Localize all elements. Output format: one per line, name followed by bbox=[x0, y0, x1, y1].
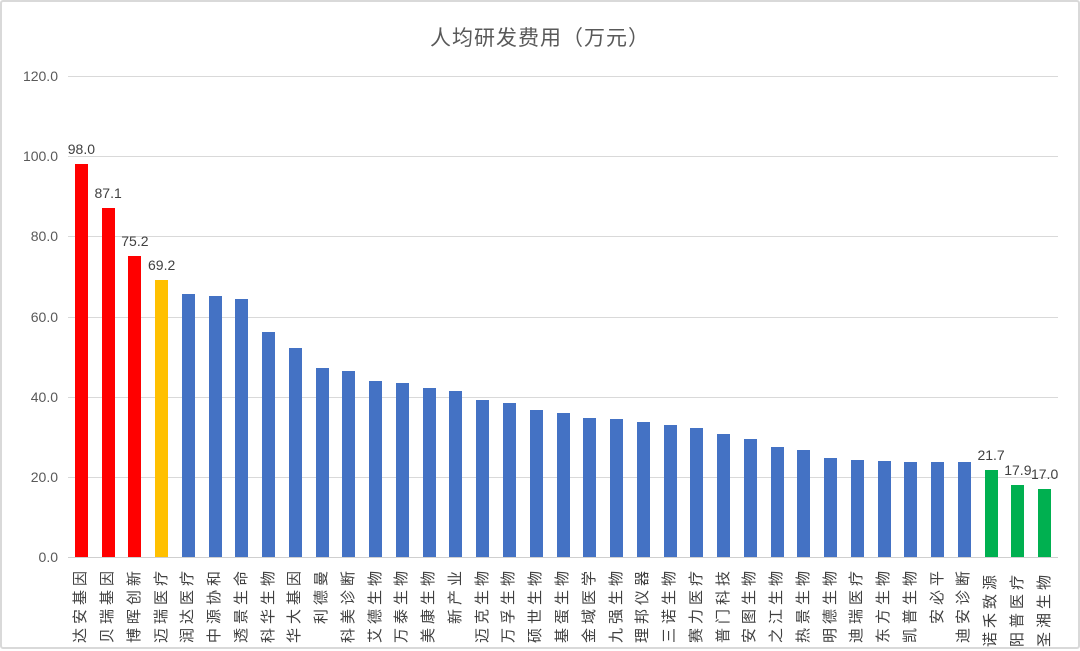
bar bbox=[395, 382, 409, 557]
gridline bbox=[68, 76, 1058, 77]
x-axis-line bbox=[68, 557, 1058, 558]
bar bbox=[717, 434, 731, 557]
bar bbox=[877, 461, 891, 557]
bar bbox=[583, 418, 597, 557]
bar bbox=[636, 422, 650, 557]
bar bbox=[74, 164, 88, 557]
x-axis-category-label: 透景生命 bbox=[232, 567, 250, 644]
gridline bbox=[68, 396, 1058, 398]
x-axis-category-label: 安必平 bbox=[928, 567, 946, 625]
x-axis-category-label: 迈克生物 bbox=[473, 567, 491, 644]
bar bbox=[476, 399, 490, 557]
x-axis-category-label: 迪瑞医疗 bbox=[848, 567, 866, 644]
x-axis-category-label: 新产业 bbox=[446, 567, 464, 625]
x-axis-category-label: 普门科技 bbox=[714, 567, 732, 644]
bar bbox=[208, 296, 222, 557]
bar bbox=[743, 439, 757, 557]
x-axis-category-label: 博晖创新 bbox=[125, 567, 143, 644]
y-axis-tick-label: 40.0 bbox=[30, 388, 58, 405]
bar bbox=[128, 255, 142, 557]
bar-value-label: 69.2 bbox=[148, 256, 176, 273]
chart-title: 人均研发费用（万元） bbox=[430, 27, 650, 50]
x-axis-category-label: 艾德生物 bbox=[366, 567, 384, 644]
bar bbox=[850, 460, 864, 557]
x-axis-category-label: 圣湘生物 bbox=[1035, 571, 1053, 648]
x-axis-category-label: 三诺生物 bbox=[661, 567, 679, 644]
bar-value-label: 17.9 bbox=[1004, 462, 1032, 479]
bar bbox=[824, 457, 838, 557]
x-axis-category-label: 安图生物 bbox=[741, 567, 759, 644]
bar bbox=[931, 462, 945, 557]
x-axis-category-label: 赛力医疗 bbox=[687, 567, 705, 644]
bar bbox=[690, 427, 704, 557]
bar-value-label: 17.0 bbox=[1030, 465, 1059, 482]
bar bbox=[610, 419, 623, 557]
x-axis-category-label: 贝瑞基因 bbox=[99, 567, 117, 644]
x-axis-category-label: 诺禾致源 bbox=[982, 571, 1000, 648]
gridline bbox=[68, 316, 1058, 318]
y-axis-tick-label: 80.0 bbox=[30, 228, 58, 245]
x-axis-category-label: 凯普生物 bbox=[901, 567, 919, 644]
bar bbox=[904, 461, 918, 557]
bar bbox=[797, 450, 811, 557]
bar-value-label: 98.0 bbox=[67, 141, 95, 158]
bar bbox=[1011, 485, 1025, 557]
x-axis-category-label: 科华生物 bbox=[259, 567, 277, 644]
x-axis-category-label: 迪安诊断 bbox=[955, 567, 973, 644]
bar bbox=[957, 462, 971, 557]
bar-value-label: 75.2 bbox=[121, 232, 149, 249]
bar bbox=[262, 331, 276, 557]
bar bbox=[984, 470, 998, 557]
y-axis-tick-label: 20.0 bbox=[30, 468, 58, 485]
bar bbox=[502, 403, 516, 557]
x-axis-category-label: 万孚生物 bbox=[500, 567, 518, 644]
x-axis-category-label: 中源协和 bbox=[206, 567, 224, 644]
bar bbox=[101, 207, 115, 557]
bar bbox=[288, 348, 302, 557]
x-axis-category-label: 利德曼 bbox=[313, 567, 331, 625]
y-axis-tick-label: 100.0 bbox=[22, 148, 58, 165]
x-axis-category-label: 科美诊断 bbox=[339, 567, 357, 644]
x-axis-category-label: 润达医疗 bbox=[179, 567, 197, 644]
bar-value-label: 87.1 bbox=[94, 184, 122, 201]
bar bbox=[315, 368, 329, 557]
bar bbox=[529, 410, 543, 557]
bar bbox=[770, 447, 784, 557]
x-axis-category-label: 硕世生物 bbox=[527, 567, 545, 644]
x-axis-category-label: 华大基因 bbox=[286, 567, 304, 644]
x-axis-category-label: 九强生物 bbox=[607, 567, 625, 644]
y-axis-tick-label: 120.0 bbox=[22, 68, 58, 84]
x-axis-category-label: 万泰生物 bbox=[393, 567, 411, 644]
x-axis-category-label: 迈瑞医疗 bbox=[152, 567, 170, 644]
gridline bbox=[68, 236, 1058, 238]
x-axis-category-label: 明德生物 bbox=[821, 567, 839, 644]
x-axis-category-label: 美康生物 bbox=[420, 567, 438, 644]
bar bbox=[369, 380, 383, 557]
x-axis-category-label: 东方生物 bbox=[875, 567, 893, 644]
x-axis-category-label: 金域医学 bbox=[580, 567, 598, 644]
x-axis-category-label: 热景生物 bbox=[794, 567, 812, 644]
bar bbox=[556, 413, 570, 557]
bar bbox=[422, 387, 436, 557]
x-axis-category-label: 达安基因 bbox=[72, 567, 90, 644]
bar bbox=[663, 425, 677, 557]
x-axis-category-label: 阳普医疗 bbox=[1008, 571, 1026, 648]
x-axis-category-label: 理邦仪器 bbox=[634, 567, 652, 644]
x-axis-category-label: 之江生物 bbox=[768, 567, 786, 644]
y-axis-tick-label: 0.0 bbox=[38, 549, 58, 565]
bar bbox=[155, 279, 169, 557]
y-axis-tick-label: 60.0 bbox=[30, 308, 58, 325]
bar bbox=[235, 298, 249, 557]
bar bbox=[449, 390, 463, 557]
bar bbox=[1038, 488, 1052, 557]
bar-value-label: 21.7 bbox=[977, 447, 1005, 464]
gridline bbox=[68, 156, 1058, 158]
bar bbox=[181, 294, 195, 557]
bar bbox=[342, 371, 356, 557]
x-axis-category-label: 基蛋生物 bbox=[554, 567, 571, 644]
